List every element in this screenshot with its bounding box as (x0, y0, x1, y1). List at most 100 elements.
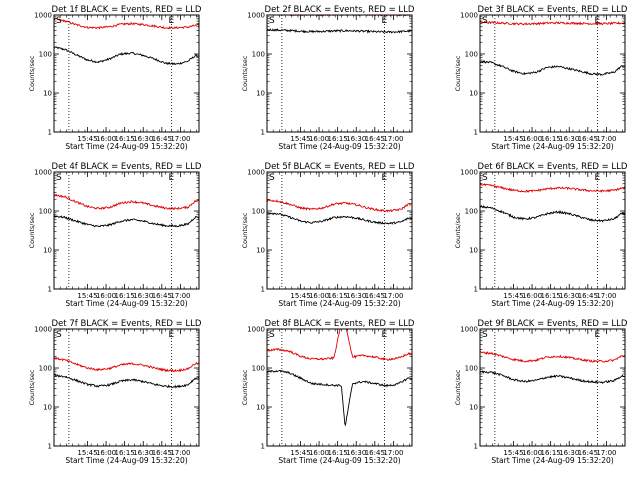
panel-4-xtick-label: 17:00 (170, 292, 190, 300)
panel-4-axes (53, 171, 200, 290)
panel-1-xtick-label: 15:45 (77, 135, 97, 143)
panel-9-ytick-label: 10 (469, 404, 478, 412)
panel-8-xlabel: Start Time (24-Aug-09 15:32:20) (278, 456, 400, 465)
panel-7-xtick-label: 16:00 (96, 449, 116, 457)
panel-3-series-events (480, 60, 625, 76)
panel-1-xtick-label: 17:00 (170, 135, 190, 143)
panel-5-start-label: S (269, 173, 275, 183)
panel-4-xtick-label: 16:45 (152, 292, 172, 300)
panel-2-xtick-label: 16:15 (328, 135, 348, 143)
panel-3-xtick-label: 16:30 (559, 135, 579, 143)
panel-7-data (54, 356, 199, 389)
panel-4-xlabel: Start Time (24-Aug-09 15:32:20) (65, 299, 187, 308)
panel-7-title: Det 7f BLACK = Events, RED = LLD (52, 319, 202, 329)
panel-6-data (480, 182, 625, 223)
panel-5-xtick-label: 16:15 (328, 292, 348, 300)
panel-8-series-events (267, 369, 412, 427)
panel-9-xtick-label: 16:00 (522, 449, 542, 457)
panel-1-xtick-label: 16:45 (152, 135, 172, 143)
panel-2-ytick-label: 10 (256, 90, 265, 98)
panel-3-xtick-label: 16:00 (522, 135, 542, 143)
panel-7-xtick-label: 16:45 (152, 449, 172, 457)
panel-2-data (267, 15, 412, 34)
panel-6-ytick-label: 100 (465, 208, 478, 216)
panel-3-end-label: E (594, 16, 600, 26)
panel-1-ytick-label: 100 (39, 51, 52, 59)
panel-3-ytick-label: 100 (465, 51, 478, 59)
panel-6-axes (479, 171, 626, 290)
panel-9-start-label: S (482, 330, 488, 340)
panel-8-end-label: E (381, 330, 387, 340)
panel-5-xtick-label: 15:45 (290, 292, 310, 300)
panel-7-xtick-label: 17:00 (170, 449, 190, 457)
panel-2-start-label: S (269, 16, 275, 26)
panel-2-ylabel: Counts/sec (241, 55, 249, 91)
panel-8-xtick-label: 16:30 (346, 449, 366, 457)
panel-2-ytick-label: 100 (252, 51, 265, 59)
panel-5-ytick-label: 1 (261, 286, 265, 294)
panel-4-ytick-label: 1 (48, 286, 52, 294)
panel-6-series-events (480, 204, 625, 223)
panel-6-xtick-label: 16:45 (578, 292, 598, 300)
panel-3-series-lld (480, 20, 625, 26)
panel-5-title: Det 5f BLACK = Events, RED = LLD (265, 162, 415, 172)
panel-5-series-events (267, 212, 412, 225)
panel-5-xtick-label: 16:45 (365, 292, 385, 300)
panel-7-ytick-label: 1 (48, 443, 52, 451)
panel-1-start-label: S (56, 16, 62, 26)
panel-5-xlabel: Start Time (24-Aug-09 15:32:20) (278, 299, 400, 308)
panel-3-xlabel: Start Time (24-Aug-09 15:32:20) (491, 142, 613, 151)
panel-8-xtick-label: 16:00 (309, 449, 329, 457)
panel-2-xtick-label: 17:00 (383, 135, 403, 143)
panel-4-ytick-label: 1000 (34, 169, 52, 177)
panel-1-title: Det 1f BLACK = Events, RED = LLD (52, 5, 202, 15)
panel-9-xtick-label: 16:15 (541, 449, 561, 457)
panel-1-xtick-label: 16:30 (133, 135, 153, 143)
panel-7-axes (53, 328, 200, 447)
panel-9-axes (479, 328, 626, 447)
panel-6-xlabel: Start Time (24-Aug-09 15:32:20) (491, 299, 613, 308)
panel-8-xtick-label: 16:15 (328, 449, 348, 457)
panel-1-ytick-label: 1 (48, 129, 52, 137)
panel-8-data (267, 329, 412, 427)
panel-7-series-lld (54, 356, 199, 373)
panel-9-title: Det 9f BLACK = Events, RED = LLD (478, 319, 628, 329)
panel-9-xtick-label: 16:30 (559, 449, 579, 457)
panel-7-ytick-label: 100 (39, 365, 52, 373)
panel-8-title: Det 8f BLACK = Events, RED = LLD (265, 319, 415, 329)
panel-3-xtick-label: 17:00 (596, 135, 616, 143)
panel-9-xlabel: Start Time (24-Aug-09 15:32:20) (491, 456, 613, 465)
panel-5-end-label: E (381, 173, 387, 183)
panel-7-xlabel: Start Time (24-Aug-09 15:32:20) (65, 456, 187, 465)
panel-2-end-label: E (381, 16, 387, 26)
panel-7-xtick-label: 16:30 (133, 449, 153, 457)
panel-2-xtick-label: 16:00 (309, 135, 329, 143)
panel-1-ylabel: Counts/sec (28, 55, 36, 91)
panel-9-xtick-label: 17:00 (596, 449, 616, 457)
panel-8-xtick-label: 17:00 (383, 449, 403, 457)
panel-1-ytick-label: 1000 (34, 12, 52, 20)
panel-9-ytick-label: 100 (465, 365, 478, 373)
panel-6-start-label: S (482, 173, 488, 183)
panel-3-ytick-label: 1 (474, 129, 478, 137)
panel-2-xtick-label: 16:30 (346, 135, 366, 143)
panel-6-end-label: E (594, 173, 600, 183)
panel-3-data (480, 20, 625, 76)
panel-3-start-label: S (482, 16, 488, 26)
panel-7-ylabel: Counts/sec (28, 369, 36, 405)
panel-2-title: Det 2f BLACK = Events, RED = LLD (265, 5, 415, 15)
panel-8-ylabel: Counts/sec (241, 369, 249, 405)
panel-9-ytick-label: 1000 (460, 326, 478, 334)
panel-1-series-lld (54, 17, 199, 30)
panel-2-ytick-label: 1000 (247, 12, 265, 20)
panel-9-xtick-label: 15:45 (503, 449, 523, 457)
panel-2-xlabel: Start Time (24-Aug-09 15:32:20) (278, 142, 400, 151)
panel-3-ytick-label: 10 (469, 90, 478, 98)
panel-6-title: Det 6f BLACK = Events, RED = LLD (478, 162, 628, 172)
panel-1-xtick-label: 16:15 (115, 135, 135, 143)
panel-7-ytick-label: 10 (43, 404, 52, 412)
panel-8-xtick-label: 15:45 (290, 449, 310, 457)
